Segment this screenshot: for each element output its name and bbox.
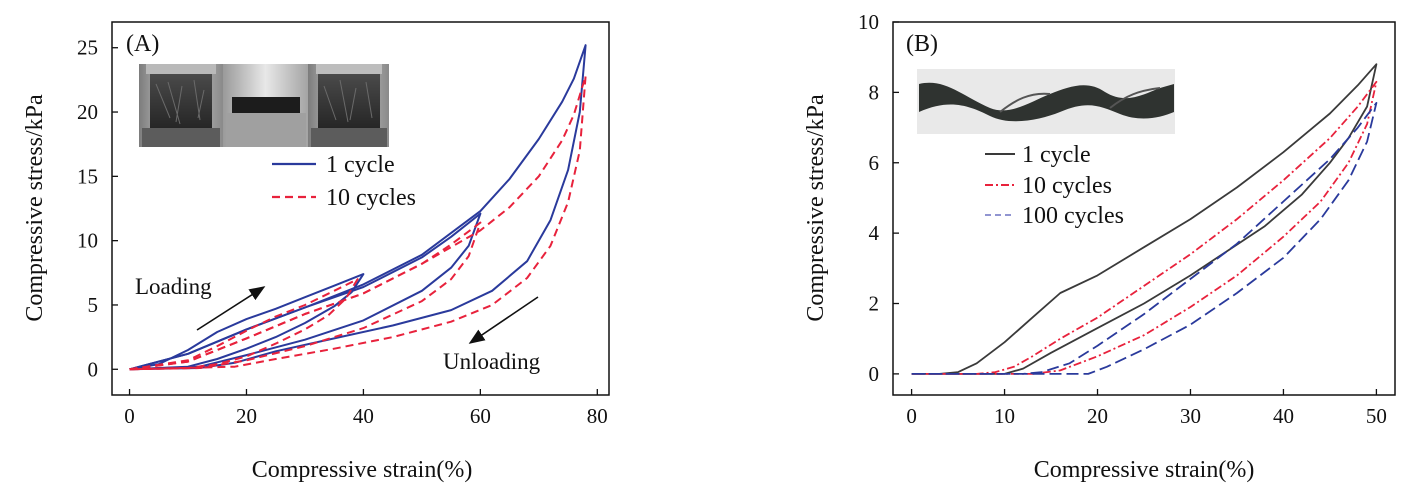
panel-a-ytick-label-0: 0	[88, 357, 99, 381]
annotation-unloading: Unloading	[443, 349, 541, 374]
panel-a-xticks: 0 20 40 60 80	[124, 389, 608, 428]
panel-a-xtick-label-80: 80	[587, 404, 608, 428]
panel-a-series-10-cycles-loop-1	[129, 221, 482, 371]
panel-b-frame	[892, 21, 1396, 396]
legend-label-10-cycles: 10 cycles	[326, 185, 416, 211]
legend-label-b-1-cycle: 1 cycle	[1022, 142, 1091, 168]
panel-b-yticks: 0 2 4 6 8 10	[858, 10, 899, 386]
panel-a-ytick-label-5: 5	[88, 293, 99, 317]
panel-a-label: (A)	[126, 31, 159, 57]
panel-b-series	[911, 63, 1378, 375]
panel-b-xtick-label-0: 0	[906, 404, 917, 428]
panel-a-inset-photo	[139, 64, 389, 147]
unloading-arrow	[468, 296, 539, 344]
panel-b-ytick-label-4: 4	[869, 221, 880, 245]
panel-a: 0 20 40 60 80 0 5 10 15 20 25 (A) Compressive str…	[22, 21, 610, 483]
panel-a-xtick-label-20: 20	[236, 404, 257, 428]
panel-b-ylabel: Compressive stress/kPa	[803, 94, 829, 322]
panel-a-ytick-label-10: 10	[77, 229, 98, 253]
panel-b-xtick-label-30: 30	[1180, 404, 1201, 428]
panel-b-label: (B)	[906, 31, 938, 57]
loading-arrow	[196, 286, 266, 331]
panel-b-ytick-label-2: 2	[869, 292, 880, 316]
panel-a-series-1-cycle-loop-0	[129, 273, 365, 371]
panel-a-series	[129, 44, 587, 371]
panel-b-xticks: 0 10 20 30 40 50	[906, 389, 1387, 428]
legend-label-b-100-cycles: 100 cycles	[1022, 203, 1124, 229]
panel-a-legend: 1 cycle 10 cycles	[272, 152, 416, 211]
panel-a-xtick-label-40: 40	[353, 404, 374, 428]
panel-a-series-10-cycles-loop-2	[129, 75, 587, 371]
legend-label-b-10-cycles: 10 cycles	[1022, 173, 1112, 199]
panel-b-legend: 1 cycle 10 cycles 100 cycles	[985, 142, 1124, 229]
panel-b: 0 10 20 30 40 50 0 2 4 6 8 10 (B) Compressive stra…	[803, 10, 1396, 483]
panel-b-xtick-label-10: 10	[994, 404, 1015, 428]
panel-b-xlabel: Compressive strain(%)	[1034, 457, 1255, 483]
panel-a-ylabel: Compressive stress/kPa	[22, 94, 48, 322]
legend-label-1-cycle: 1 cycle	[326, 152, 395, 178]
panel-a-xtick-label-60: 60	[470, 404, 491, 428]
panel-b-series-1-cycle-loop-0	[911, 63, 1378, 375]
panel-a-frame	[111, 21, 610, 396]
panel-b-ytick-label-10: 10	[858, 10, 879, 34]
panel-b-ytick-label-6: 6	[869, 151, 880, 175]
panel-a-xtick-label-0: 0	[124, 404, 135, 428]
panel-b-ytick-label-8: 8	[869, 80, 880, 104]
panel-b-xtick-label-20: 20	[1087, 404, 1108, 428]
panel-b-ytick-label-0: 0	[869, 362, 880, 386]
panel-a-ytick-label-15: 15	[77, 164, 98, 188]
panel-b-xtick-label-50: 50	[1366, 404, 1387, 428]
panel-b-xtick-label-40: 40	[1273, 404, 1294, 428]
panel-b-inset-photo	[917, 69, 1175, 134]
panel-a-ytick-label-25: 25	[77, 36, 98, 60]
panel-a-xlabel: Compressive strain(%)	[252, 457, 473, 483]
panel-a-yticks: 0 5 10 15 20 25	[77, 36, 118, 381]
panel-a-ytick-label-20: 20	[77, 100, 98, 124]
panel-b-series-10-cycles-loop-0	[911, 80, 1378, 375]
annotation-loading: Loading	[135, 274, 212, 299]
panel-a-series-10-cycles-loop-0	[129, 278, 359, 371]
panel-b-series-100-cycles-loop-0	[911, 102, 1378, 375]
